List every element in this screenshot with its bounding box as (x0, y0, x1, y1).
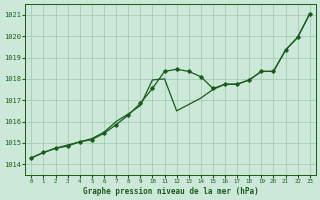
X-axis label: Graphe pression niveau de la mer (hPa): Graphe pression niveau de la mer (hPa) (83, 187, 259, 196)
